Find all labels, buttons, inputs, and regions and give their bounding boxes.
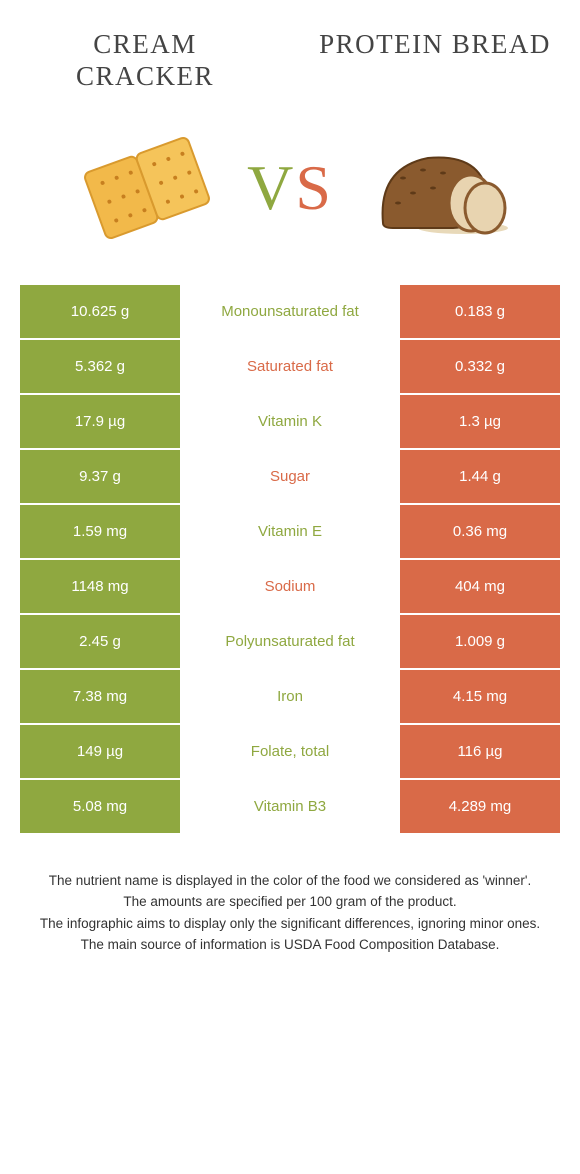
left-value: 7.38 mg [19,669,181,724]
right-value: 116 µg [399,724,561,779]
footer-line: The nutrient name is displayed in the co… [30,871,550,891]
nutrient-label: Sodium [181,559,399,614]
left-value: 1148 mg [19,559,181,614]
table-row: 2.45 g Polyunsaturated fat 1.009 g [19,614,561,669]
left-value: 2.45 g [19,614,181,669]
table-row: 7.38 mg Iron 4.15 mg [19,669,561,724]
vs-s: S [295,152,333,223]
left-value: 5.08 mg [19,779,181,834]
table-row: 9.37 g Sugar 1.44 g [19,449,561,504]
right-value: 0.183 g [399,284,561,339]
footer-notes: The nutrient name is displayed in the co… [30,871,550,955]
vs-label: VS [247,151,333,225]
nutrient-label: Vitamin K [181,394,399,449]
right-value: 0.332 g [399,339,561,394]
right-value: 1.009 g [399,614,561,669]
table-row: 17.9 µg Vitamin K 1.3 µg [19,394,561,449]
cracker-image [64,123,229,253]
left-value: 10.625 g [19,284,181,339]
right-value: 4.289 mg [399,779,561,834]
footer-line: The infographic aims to display only the… [30,914,550,934]
left-value: 17.9 µg [19,394,181,449]
table-row: 1148 mg Sodium 404 mg [19,559,561,614]
titles-row: CREAM CRACKER PROTEIN BREAD [0,0,580,113]
table-row: 149 µg Folate, total 116 µg [19,724,561,779]
nutrient-label: Monounsaturated fat [181,284,399,339]
left-value: 1.59 mg [19,504,181,559]
right-value: 404 mg [399,559,561,614]
nutrient-label: Polyunsaturated fat [181,614,399,669]
nutrient-label: Vitamin B3 [181,779,399,834]
nutrient-label: Sugar [181,449,399,504]
table-row: 5.362 g Saturated fat 0.332 g [19,339,561,394]
left-value: 149 µg [19,724,181,779]
nutrient-label: Iron [181,669,399,724]
right-value: 1.44 g [399,449,561,504]
left-value: 9.37 g [19,449,181,504]
left-food-title: CREAM CRACKER [25,28,265,93]
nutrient-label: Vitamin E [181,504,399,559]
nutrient-label: Folate, total [181,724,399,779]
vs-v: V [247,152,295,223]
table-row: 1.59 mg Vitamin E 0.36 mg [19,504,561,559]
bread-image [351,123,516,253]
right-value: 0.36 mg [399,504,561,559]
footer-line: The amounts are specified per 100 gram o… [30,892,550,912]
left-value: 5.362 g [19,339,181,394]
nutrient-label: Saturated fat [181,339,399,394]
right-value: 1.3 µg [399,394,561,449]
right-value: 4.15 mg [399,669,561,724]
footer-line: The main source of information is USDA F… [30,935,550,955]
infographic-page: CREAM CRACKER PROTEIN BREAD [0,0,580,955]
table-row: 10.625 g Monounsaturated fat 0.183 g [19,284,561,339]
table-row: 5.08 mg Vitamin B3 4.289 mg [19,779,561,834]
right-food-title: PROTEIN BREAD [315,28,555,93]
hero-row: VS [0,113,580,283]
comparison-table: 10.625 g Monounsaturated fat 0.183 g 5.3… [18,283,562,835]
